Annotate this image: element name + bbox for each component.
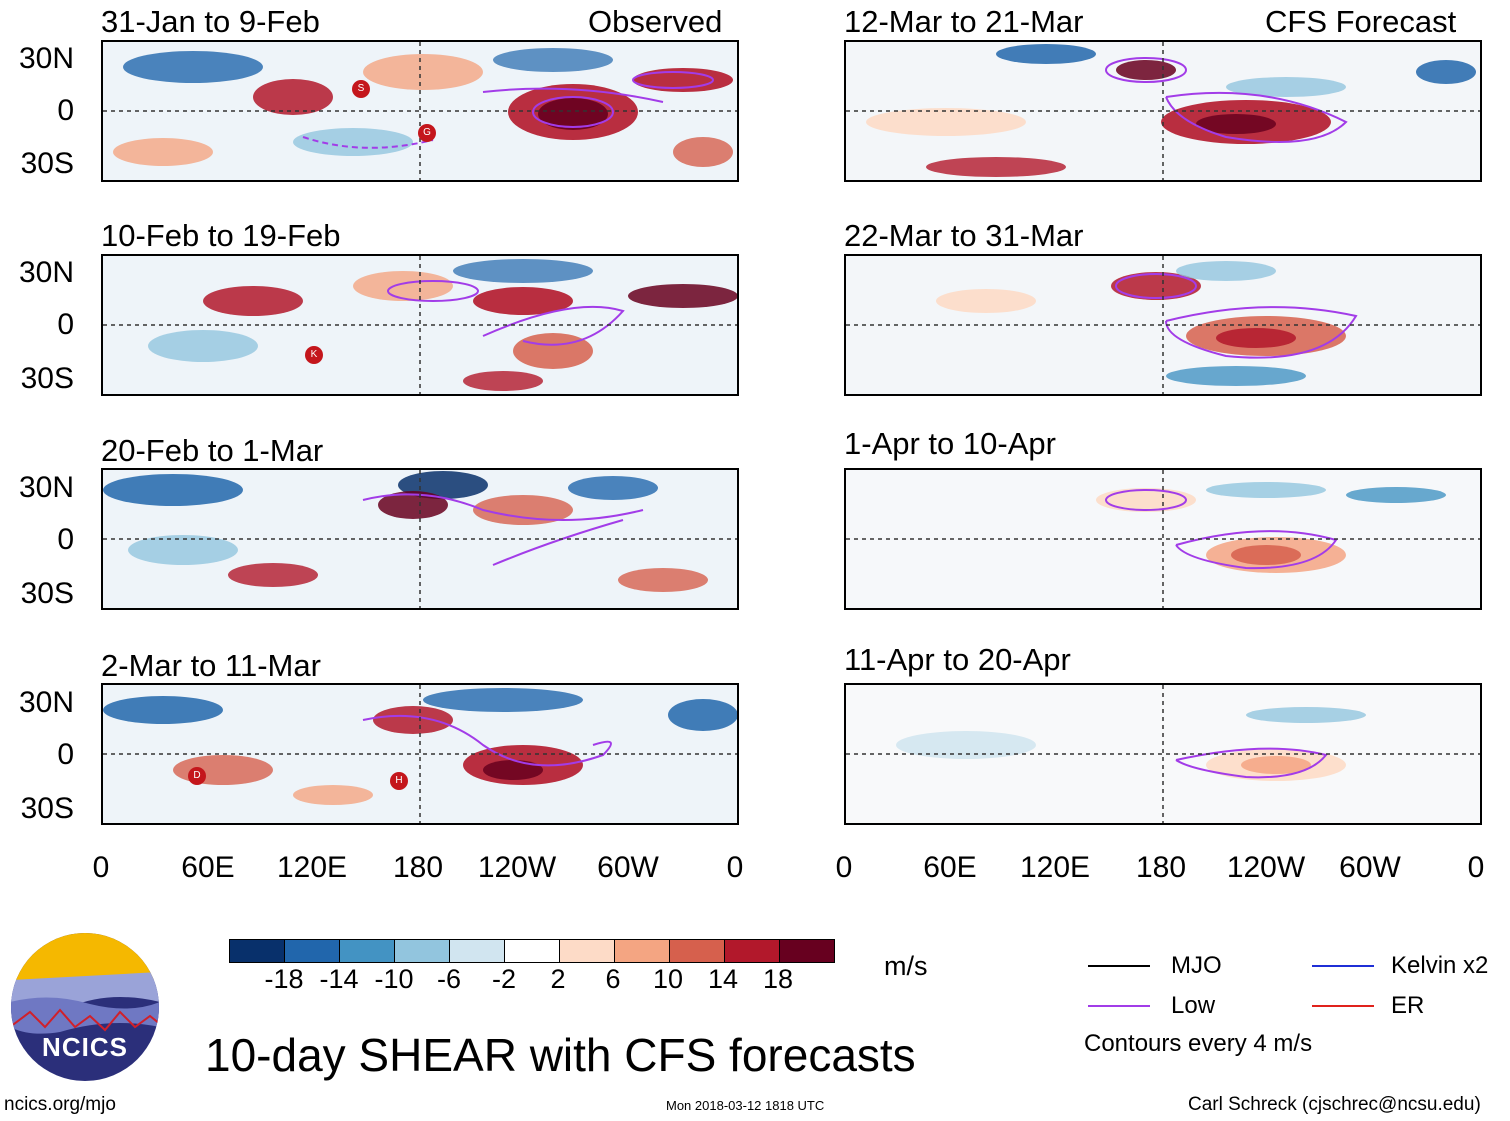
x-label: 180 bbox=[1135, 851, 1187, 884]
colorbar-label: 2 bbox=[550, 964, 566, 994]
x-label: 60W bbox=[597, 851, 659, 884]
colorbar-swatch bbox=[284, 940, 339, 962]
y-label-30n: 30N bbox=[18, 42, 74, 75]
storm-marker-icon: D bbox=[188, 767, 206, 785]
obs-panel-4-title: 2-Mar to 11-Mar bbox=[101, 648, 321, 683]
colorbar bbox=[229, 939, 835, 963]
legend-kelvin-line bbox=[1312, 965, 1374, 967]
colorbar-label: -2 bbox=[491, 964, 516, 994]
y-label-30s: 30S bbox=[20, 362, 74, 395]
ncics-logo: NCICS bbox=[10, 932, 160, 1082]
x-label: 0 bbox=[1467, 851, 1485, 884]
footer-timestamp: Mon 2018-03-12 1818 UTC bbox=[666, 1098, 825, 1113]
obs-panel-1-title: 31-Jan to 9-Feb bbox=[101, 4, 320, 39]
y-label-30n: 30N bbox=[18, 471, 74, 504]
x-label: 120W bbox=[477, 851, 557, 884]
legend-kelvin-label: Kelvin x2 bbox=[1391, 952, 1489, 979]
colorbar-label: -10 bbox=[374, 964, 414, 994]
x-label: 0 bbox=[726, 851, 744, 884]
colorbar-swatch bbox=[614, 940, 669, 962]
colorbar-swatch bbox=[669, 940, 724, 962]
fcst-panel-4-title: 11-Apr to 20-Apr bbox=[844, 642, 1071, 677]
colorbar-label: -18 bbox=[264, 964, 304, 994]
obs-map-4 bbox=[101, 683, 739, 825]
storm-marker-icon: K bbox=[305, 346, 323, 364]
y-label-eq: 0 bbox=[57, 738, 74, 771]
fcst-panel-1-title: 12-Mar to 21-Mar bbox=[844, 4, 1084, 39]
colorbar-label: 10 bbox=[652, 964, 684, 994]
legend-er-label: ER bbox=[1391, 992, 1425, 1019]
obs-map-2 bbox=[101, 254, 739, 396]
colorbar-swatch bbox=[449, 940, 504, 962]
x-label: 60W bbox=[1339, 851, 1401, 884]
x-label: 60E bbox=[181, 851, 235, 884]
x-label: 60E bbox=[923, 851, 977, 884]
y-label-eq: 0 bbox=[57, 94, 74, 127]
obs-map-3 bbox=[101, 468, 739, 610]
fcst-map-4 bbox=[844, 683, 1482, 825]
x-label: 120W bbox=[1226, 851, 1306, 884]
y-label-30n: 30N bbox=[18, 256, 74, 289]
x-label: 120E bbox=[276, 851, 348, 884]
legend-low-line bbox=[1088, 1005, 1150, 1007]
legend-er-line bbox=[1312, 1005, 1374, 1007]
obs-panel-3-title: 20-Feb to 1-Mar bbox=[101, 433, 324, 468]
colorbar-swatch bbox=[394, 940, 449, 962]
y-label-30s: 30S bbox=[20, 147, 74, 180]
colorbar-label: 18 bbox=[762, 964, 794, 994]
footer-url[interactable]: ncics.org/mjo bbox=[4, 1094, 116, 1115]
y-label-eq: 0 bbox=[57, 308, 74, 341]
storm-marker-icon: G bbox=[418, 124, 436, 142]
y-label-eq: 0 bbox=[57, 523, 74, 556]
storm-marker-icon: H bbox=[390, 772, 408, 790]
colorbar-swatch bbox=[504, 940, 559, 962]
colorbar-swatch bbox=[559, 940, 614, 962]
footer-credit: Carl Schreck (cjschrec@ncsu.edu) bbox=[1188, 1094, 1481, 1115]
legend-low-label: Low bbox=[1171, 992, 1216, 1019]
colorbar-label: 6 bbox=[605, 964, 621, 994]
figure-title: 10-day SHEAR with CFS forecasts bbox=[205, 1029, 916, 1081]
observed-header: Observed bbox=[588, 4, 723, 39]
y-label-30s: 30S bbox=[20, 792, 74, 825]
x-label: 180 bbox=[392, 851, 444, 884]
legend-mjo-label: MJO bbox=[1171, 952, 1222, 979]
x-label: 120E bbox=[1019, 851, 1091, 884]
colorbar-swatch bbox=[339, 940, 394, 962]
cfs-forecast-header: CFS Forecast bbox=[1265, 4, 1457, 39]
y-label-30n: 30N bbox=[18, 686, 74, 719]
fcst-map-2 bbox=[844, 254, 1482, 396]
storm-marker-icon: S bbox=[352, 80, 370, 98]
colorbar-swatch bbox=[230, 940, 284, 962]
x-label: 0 bbox=[92, 851, 110, 884]
y-label-30s: 30S bbox=[20, 577, 74, 610]
colorbar-label: -14 bbox=[319, 964, 359, 994]
x-label: 0 bbox=[835, 851, 853, 884]
colorbar-label: -6 bbox=[436, 964, 461, 994]
colorbar-swatch bbox=[779, 940, 834, 962]
colorbar-swatch bbox=[724, 940, 779, 962]
obs-map-1 bbox=[101, 40, 739, 182]
fcst-map-3 bbox=[844, 468, 1482, 610]
legend-contour-note: Contours every 4 m/s bbox=[1084, 1030, 1313, 1057]
legend-mjo-line bbox=[1088, 965, 1150, 967]
colorbar-units: m/s bbox=[884, 951, 928, 981]
ncics-logo-text: NCICS bbox=[42, 1032, 128, 1062]
fcst-panel-3-title: 1-Apr to 10-Apr bbox=[844, 426, 1056, 461]
fcst-map-1 bbox=[844, 40, 1482, 182]
colorbar-label: 14 bbox=[707, 964, 739, 994]
fcst-panel-2-title: 22-Mar to 31-Mar bbox=[844, 218, 1084, 253]
obs-panel-2-title: 10-Feb to 19-Feb bbox=[101, 218, 341, 253]
